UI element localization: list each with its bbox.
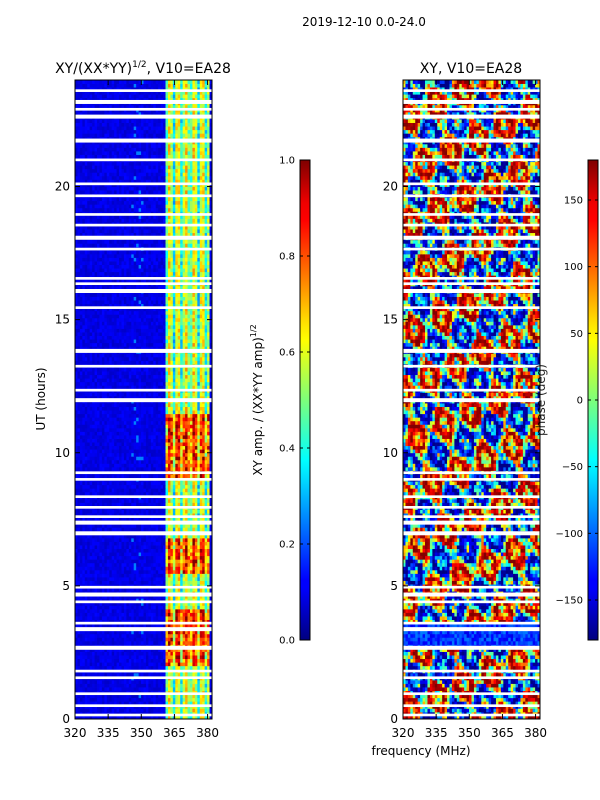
x-tick-label: 335 bbox=[425, 726, 448, 740]
colorbar-tick-label: 0.0 bbox=[279, 636, 295, 647]
colorbar-tick-label: 50 bbox=[570, 329, 583, 340]
phase-heatmap bbox=[403, 80, 540, 719]
amplitude-title-prefix: XY/(XX*YY) bbox=[55, 61, 132, 77]
y-tick-label: 10 bbox=[55, 446, 70, 460]
amplitude-axes-frame bbox=[74, 79, 213, 720]
x-tick-label: 365 bbox=[491, 726, 514, 740]
amplitude-panel: XY/(XX*YY)1/2, V10=EA28 320 335 350 365 380 0… bbox=[34, 60, 231, 740]
amplitude-ylabel: UT (hours) bbox=[34, 367, 48, 430]
x-tick-label: 380 bbox=[196, 726, 219, 740]
colorbar-tick-label: 150 bbox=[564, 196, 583, 207]
y-tick-label: 0 bbox=[62, 712, 70, 726]
y-tick-label: 5 bbox=[390, 579, 398, 593]
x-tick-label: 320 bbox=[64, 726, 87, 740]
colorbar-tick-label: 0.2 bbox=[279, 540, 295, 551]
phase-title: XY, V10=EA28 bbox=[420, 61, 522, 77]
colorbar-tick-label: 100 bbox=[564, 262, 583, 273]
phase-colorbar-ticks: 150 100 50 0 −50 −100 −150 bbox=[556, 196, 598, 607]
amplitude-title-exponent: 1/2 bbox=[132, 60, 146, 70]
amplitude-heatmap bbox=[75, 80, 212, 719]
amplitude-axis-ticks: 320 335 350 365 380 0 5 10 15 20 bbox=[55, 80, 219, 740]
y-tick-label: 5 bbox=[62, 579, 70, 593]
phase-colorbar-label: phase (deg) bbox=[534, 364, 548, 436]
amplitude-colorbar: 0.0 0.2 0.4 0.6 0.8 1.0 XY amp. / (XX*YY amp)… bbox=[249, 156, 311, 647]
colorbar-tick-label: −150 bbox=[556, 596, 583, 607]
x-tick-label: 350 bbox=[458, 726, 481, 740]
y-tick-label: 20 bbox=[55, 180, 70, 194]
amplitude-title: XY/(XX*YY)1/2, V10=EA28 bbox=[55, 60, 231, 77]
colorbar-tick-label: 0.4 bbox=[279, 444, 295, 455]
x-tick-label: 335 bbox=[97, 726, 120, 740]
x-tick-label: 380 bbox=[524, 726, 547, 740]
amplitude-colorbar-ticks: 0.0 0.2 0.4 0.6 0.8 1.0 bbox=[279, 156, 310, 647]
suptitle: 2019-12-10 0.0-24.0 bbox=[302, 15, 426, 29]
phase-panel: XY, V10=EA28 320 335 350 365 380 0 5 10 15 20 pha… bbox=[383, 61, 548, 740]
colorbar-tick-label: 0 bbox=[577, 396, 583, 407]
y-tick-label: 15 bbox=[55, 313, 70, 327]
phase-axis-ticks: 320 335 350 365 380 0 5 10 15 20 bbox=[383, 80, 547, 740]
phase-colorbar: 150 100 50 0 −50 −100 −150 bbox=[556, 159, 599, 641]
colorbar-tick-label: −50 bbox=[562, 462, 583, 473]
amplitude-colorbar-label-prefix: XY amp. / (XX*YY amp) bbox=[251, 337, 265, 475]
y-tick-label: 0 bbox=[390, 712, 398, 726]
x-tick-label: 320 bbox=[392, 726, 415, 740]
colorbar-tick-label: 0.6 bbox=[279, 348, 295, 359]
colorbar-tick-label: 0.8 bbox=[279, 252, 295, 263]
phase-axes-frame bbox=[402, 79, 541, 720]
amplitude-title-suffix: , V10=EA28 bbox=[147, 61, 231, 77]
colorbar-tick-label: 1.0 bbox=[279, 156, 295, 167]
frequency-xlabel: frequency (MHz) bbox=[371, 744, 470, 758]
amplitude-colorbar-label-exponent: 1/2 bbox=[249, 324, 258, 337]
x-tick-label: 350 bbox=[130, 726, 153, 740]
colorbar-tick-label: −100 bbox=[556, 529, 583, 540]
amplitude-colorbar-label: XY amp. / (XX*YY amp)1/2 bbox=[249, 324, 265, 475]
y-tick-label: 10 bbox=[383, 446, 398, 460]
x-tick-label: 365 bbox=[163, 726, 186, 740]
y-tick-label: 15 bbox=[383, 313, 398, 327]
y-tick-label: 20 bbox=[383, 180, 398, 194]
amplitude-colorbar-gradient bbox=[299, 159, 311, 641]
